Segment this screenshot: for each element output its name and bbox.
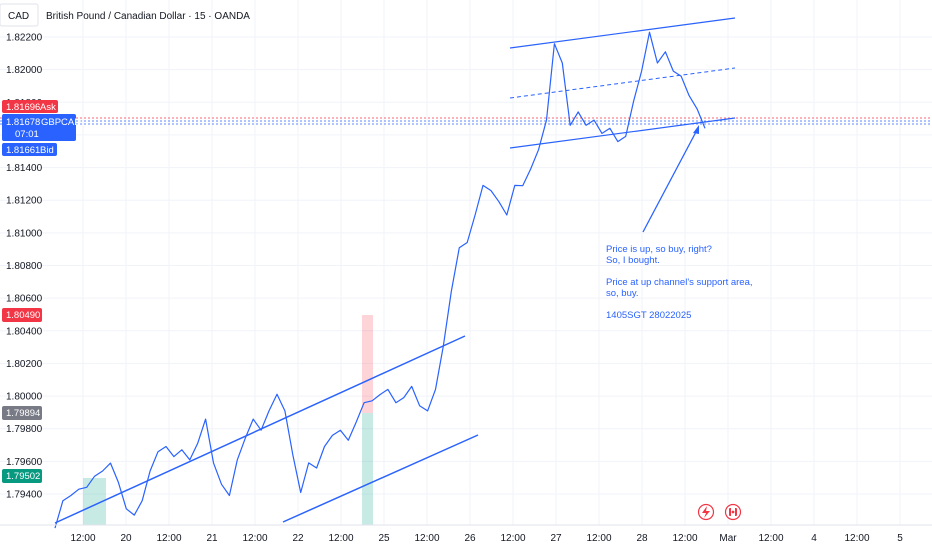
ask-label: Ask <box>40 102 56 113</box>
last-price-tag: 1.81678 GBPCAD 07:01 <box>2 114 81 141</box>
x-tick-label: Mar <box>719 533 737 544</box>
y-tick-label: 1.81400 <box>6 163 43 174</box>
trend-channels[interactable] <box>54 17 736 524</box>
channel-lower-support <box>282 434 479 523</box>
bid-label: Bid <box>40 145 54 156</box>
y-tick-label: 1.80000 <box>6 392 43 403</box>
last-price: 1.81678 <box>6 117 40 128</box>
chart-grid <box>0 0 932 525</box>
symbol-label: GBPCAD <box>41 117 81 128</box>
x-tick-label: 5 <box>897 533 903 544</box>
note-line-1: Price is up, so buy, right? <box>606 244 712 255</box>
x-tick-label: 12:00 <box>414 533 439 544</box>
y-tick-label: 1.80400 <box>6 326 43 337</box>
y-tick-label: 1.80800 <box>6 261 43 272</box>
position-tool[interactable] <box>83 315 373 525</box>
price-tags: 1.81696 Ask 1.81678 GBPCAD 07:01 1.81661… <box>2 100 81 483</box>
y-tick-label: 1.80200 <box>6 359 43 370</box>
stop-tag: 1.80490 <box>2 308 42 322</box>
note-line-4: so, buy. <box>606 288 639 299</box>
chart-header: CAD British Pound / Canadian Dollar · 15… <box>0 3 250 27</box>
note-line-2: So, I bought. <box>606 255 660 266</box>
x-tick-label: 12:00 <box>586 533 611 544</box>
target-tag: 1.79502 <box>2 469 42 483</box>
symbol-title: British Pound / Canadian Dollar · 15 · O… <box>46 11 250 22</box>
x-tick-label: 12:00 <box>242 533 267 544</box>
x-tick-label: 12:00 <box>70 533 95 544</box>
bid-price: 1.81661 <box>6 145 40 156</box>
channel-upper-resistance <box>509 17 736 49</box>
price-lines <box>0 117 932 125</box>
annotation-arrow[interactable] <box>642 125 699 233</box>
time-axis[interactable]: 12:00 20 12:00 21 12:00 22 12:00 25 12:00 26 12:00… <box>70 533 903 544</box>
entry-price: 1.79894 <box>6 408 40 419</box>
x-tick-label: 12:00 <box>500 533 525 544</box>
x-tick-label: 21 <box>206 533 218 544</box>
y-tick-label: 1.82200 <box>6 33 43 44</box>
y-tick-label: 1.80600 <box>6 294 43 305</box>
canada-flag-icon[interactable] <box>724 503 742 521</box>
currency-box[interactable] <box>0 3 39 27</box>
target-zone <box>362 413 373 525</box>
y-tick-label: 1.79600 <box>6 457 43 468</box>
entry-tag: 1.79894 <box>2 406 42 420</box>
y-tick-label: 1.81200 <box>6 196 43 207</box>
note-line-3: Price at up channel's support area, <box>606 277 753 288</box>
x-tick-label: 28 <box>636 533 648 544</box>
y-tick-label: 1.79400 <box>6 490 43 501</box>
x-tick-label: 25 <box>378 533 390 544</box>
x-tick-label: 4 <box>811 533 817 544</box>
y-tick-label: 1.79800 <box>6 424 43 435</box>
stop-price: 1.80490 <box>6 310 40 321</box>
flash-icon[interactable] <box>697 503 715 521</box>
x-tick-label: 12:00 <box>156 533 181 544</box>
price-series-line[interactable] <box>54 31 706 529</box>
y-tick-label: 1.81000 <box>6 228 43 239</box>
x-tick-label: 12:00 <box>328 533 353 544</box>
x-tick-label: 12:00 <box>758 533 783 544</box>
y-tick-label: 1.82000 <box>6 65 43 76</box>
x-tick-label: 26 <box>464 533 476 544</box>
target-price: 1.79502 <box>6 471 40 482</box>
channel-upper-midline <box>509 67 736 99</box>
currency-label: CAD <box>8 11 29 22</box>
stop-zone <box>362 315 373 413</box>
target-zone-early <box>83 478 106 525</box>
x-tick-label: 22 <box>292 533 304 544</box>
x-tick-label: 27 <box>550 533 562 544</box>
x-tick-label: 12:00 <box>844 533 869 544</box>
x-tick-label: 20 <box>120 533 132 544</box>
annotation-note[interactable]: Price is up, so buy, right? So, I bought… <box>606 244 753 321</box>
channel-upper-support <box>509 117 736 149</box>
note-line-5: 1405SGT 28022025 <box>606 310 691 321</box>
bid-tag: 1.81661 Bid <box>2 143 57 156</box>
x-tick-label: 12:00 <box>672 533 697 544</box>
ask-tag: 1.81696 Ask <box>2 100 58 113</box>
bar-countdown: 07:01 <box>15 129 39 140</box>
ask-price: 1.81696 <box>6 102 40 113</box>
